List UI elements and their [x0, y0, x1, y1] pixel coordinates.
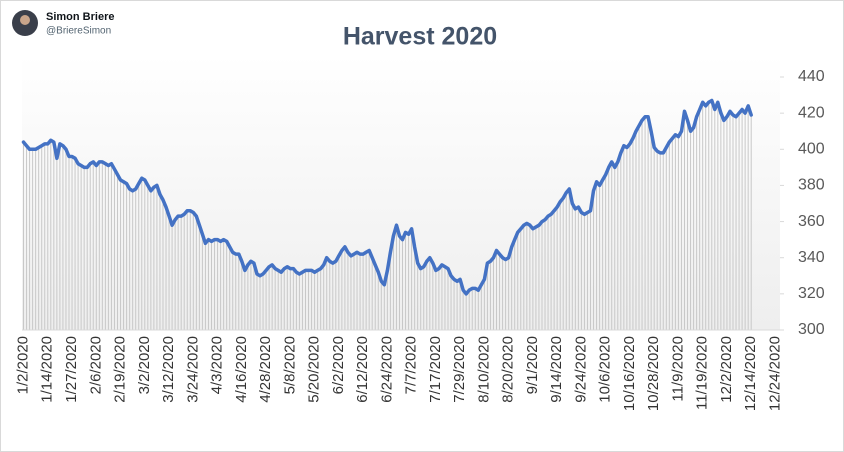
- x-tick-label: 4/3/2020: [209, 336, 226, 394]
- x-tick-label: 10/6/2020: [597, 336, 614, 403]
- x-tick-label: 6/2/2020: [330, 336, 347, 394]
- y-tick-label: 440: [798, 68, 825, 85]
- x-tick-label: 12/2/2020: [718, 336, 735, 403]
- x-tick-label: 9/1/2020: [524, 336, 541, 394]
- x-tick-label: 11/19/2020: [694, 336, 711, 410]
- y-tick-label: 360: [798, 213, 825, 230]
- x-tick-label: 3/2/2020: [136, 336, 153, 394]
- x-tick-label: 8/20/2020: [500, 336, 517, 403]
- x-tick-label: 4/28/2020: [257, 336, 274, 403]
- x-tick-label: 9/24/2020: [572, 336, 589, 403]
- x-tick-label: 2/19/2020: [112, 336, 129, 403]
- x-tick-label: 3/12/2020: [160, 336, 177, 403]
- x-tick-label: 12/24/2020: [766, 336, 783, 411]
- x-tick-label: 5/20/2020: [306, 336, 323, 403]
- data-line: [21, 98, 753, 296]
- x-tick-label: 3/24/2020: [184, 336, 201, 403]
- y-tick-label: 320: [798, 285, 825, 302]
- x-tick-label: 7/7/2020: [403, 336, 420, 394]
- x-tick-label: 6/24/2020: [378, 336, 395, 403]
- x-tick-label: 12/14/2020: [742, 336, 759, 411]
- x-tick-label: 1/27/2020: [63, 336, 80, 403]
- x-tick-label: 10/16/2020: [621, 336, 638, 411]
- y-tick-label: 380: [798, 177, 825, 194]
- x-tick-label: 1/14/2020: [39, 336, 56, 403]
- y-tick-label: 300: [798, 321, 825, 338]
- x-tick-label: 1/2/2020: [14, 336, 31, 394]
- x-tick-label: 10/28/2020: [645, 336, 662, 411]
- x-tick-label: 9/14/2020: [548, 336, 565, 403]
- x-tick-label: 2/6/2020: [87, 336, 104, 394]
- x-tick-label: 5/8/2020: [281, 336, 298, 394]
- x-tick-label: 11/9/2020: [669, 336, 686, 402]
- avatar-face: [20, 15, 30, 25]
- plot-area: [22, 55, 780, 330]
- chart-title: Harvest 2020: [343, 23, 497, 51]
- author-handle[interactable]: @BriereSimon: [46, 26, 111, 37]
- x-tick-label: 7/17/2020: [427, 336, 444, 403]
- y-tick-label: 400: [798, 141, 825, 158]
- x-tick-label: 4/16/2020: [233, 336, 250, 403]
- y-tick-label: 420: [798, 104, 825, 121]
- x-tick-label: 7/29/2020: [451, 336, 468, 403]
- x-tick-label: 8/10/2020: [475, 336, 492, 403]
- x-tick-label: 6/12/2020: [354, 336, 371, 403]
- author-name[interactable]: Simon Briere: [46, 11, 114, 23]
- y-tick-label: 340: [798, 249, 825, 266]
